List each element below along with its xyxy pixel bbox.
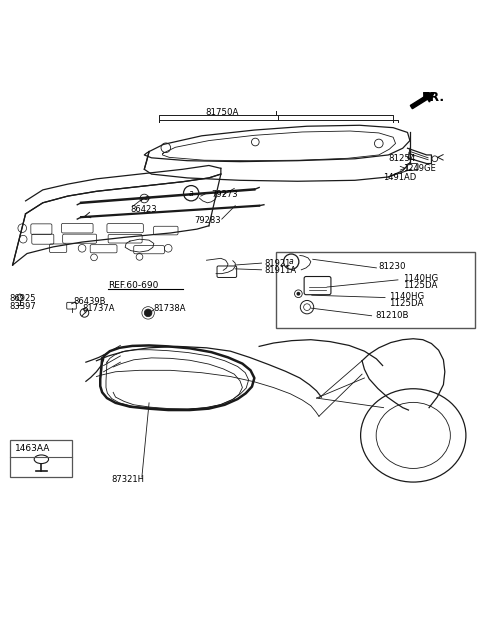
Text: 1125DA: 1125DA (403, 281, 437, 290)
Circle shape (144, 309, 152, 317)
Text: 1249GE: 1249GE (403, 164, 435, 173)
Text: 1140HG: 1140HG (389, 292, 425, 301)
Text: 1463AA: 1463AA (15, 444, 50, 453)
Text: 81911A: 81911A (264, 266, 296, 275)
Text: 81210B: 81210B (375, 311, 408, 320)
Text: 1491AD: 1491AD (384, 174, 417, 183)
Text: 86423: 86423 (130, 206, 156, 215)
Text: 81254: 81254 (388, 154, 416, 163)
Text: 86439B: 86439B (73, 297, 106, 306)
Text: 1140HG: 1140HG (403, 274, 438, 283)
Text: 81921: 81921 (264, 258, 290, 267)
Text: 81738A: 81738A (153, 304, 185, 313)
FancyBboxPatch shape (10, 440, 72, 477)
Text: 79273: 79273 (211, 190, 238, 199)
Text: 86925: 86925 (9, 294, 36, 303)
FancyBboxPatch shape (276, 252, 475, 328)
Text: a: a (189, 189, 193, 198)
Text: 81737A: 81737A (82, 304, 115, 313)
Text: FR.: FR. (422, 91, 445, 104)
Text: 79283: 79283 (194, 215, 221, 224)
Text: 83397: 83397 (9, 302, 36, 311)
Text: a: a (289, 257, 294, 266)
Circle shape (297, 292, 300, 296)
FancyArrow shape (410, 93, 434, 109)
Text: >: > (398, 164, 405, 173)
Text: 81230: 81230 (379, 262, 406, 271)
Text: REF.60-690: REF.60-690 (108, 281, 159, 290)
Text: 1125DA: 1125DA (389, 299, 424, 308)
Text: 81750A: 81750A (205, 108, 239, 117)
Text: 87321H: 87321H (112, 475, 145, 484)
